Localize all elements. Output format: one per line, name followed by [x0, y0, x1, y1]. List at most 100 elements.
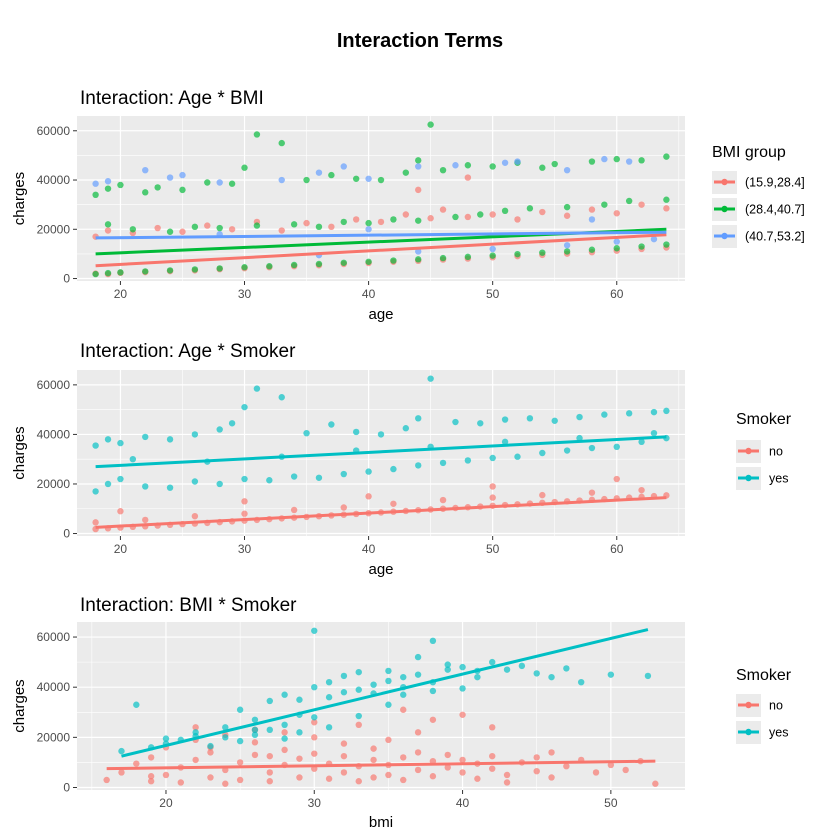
data-point: [142, 189, 149, 196]
data-point: [352, 216, 360, 223]
x-tick-label: 60: [610, 287, 624, 301]
data-point: [266, 726, 273, 734]
data-point: [311, 627, 318, 634]
data-point: [325, 775, 333, 782]
data-point: [118, 747, 125, 755]
trend-line: [106, 759, 656, 771]
data-point: [278, 227, 285, 234]
data-point: [415, 157, 422, 164]
data-point: [588, 489, 596, 496]
data-point: [328, 421, 335, 428]
data-point: [444, 666, 451, 673]
data-point: [452, 418, 459, 426]
data-point: [652, 780, 659, 787]
data-point: [340, 689, 348, 696]
legend-label: yes: [769, 472, 788, 486]
data-point: [429, 637, 437, 645]
data-point: [241, 403, 248, 411]
data-point: [452, 213, 459, 221]
chart-panels: Interaction: Age * BMI 20 30 40 50 60 0 20000 40…: [11, 88, 805, 831]
data-point: [390, 216, 397, 223]
data-point: [390, 257, 397, 264]
legend-label: no: [769, 445, 783, 459]
gridlines: [77, 370, 685, 536]
data-point: [365, 219, 372, 227]
panel-title: Interaction: Age * BMI: [80, 88, 264, 109]
data-point: [489, 724, 496, 731]
chart-panel-1: Interaction: Age * BMI 20 30 40 50 60 0 20000 40…: [11, 88, 805, 323]
legend-label: (28.4,40.7]: [745, 203, 805, 217]
data-point: [414, 766, 422, 774]
data-point: [311, 750, 318, 757]
data-point: [526, 415, 534, 422]
x-tick-label: 60: [610, 542, 624, 556]
panel-title: Interaction: BMI * Smoker: [80, 595, 297, 616]
trend-line: [95, 230, 667, 240]
data-point: [92, 270, 99, 278]
trend-line: [95, 496, 667, 529]
data-point: [340, 752, 348, 760]
data-point: [601, 155, 608, 163]
data-point: [563, 762, 570, 770]
data-point: [576, 434, 583, 442]
y-tick-label: 0: [63, 527, 70, 541]
data-point: [340, 740, 348, 747]
x-tick-label: 40: [362, 542, 376, 556]
data-point: [464, 253, 472, 261]
axes: 20 30 40 50 0 20000 40000 60000 bmi charges: [11, 630, 618, 831]
data-point: [533, 754, 540, 761]
data-point: [489, 752, 496, 760]
data-point: [539, 208, 546, 216]
gridlines: [77, 116, 685, 281]
data-point: [352, 428, 360, 436]
data-point: [503, 779, 511, 786]
data-point: [290, 506, 298, 514]
data-point: [548, 774, 555, 781]
data-point: [414, 671, 422, 678]
data-point: [92, 442, 99, 449]
data-point: [613, 210, 620, 217]
data-point: [563, 212, 571, 219]
trend-line: [95, 435, 667, 469]
data-point: [192, 724, 199, 731]
data-point: [533, 767, 540, 775]
data-point: [340, 672, 348, 680]
data-point: [104, 269, 112, 277]
data-point: [459, 711, 466, 718]
data-point: [501, 159, 509, 166]
data-point: [551, 160, 558, 168]
data-point: [328, 223, 335, 231]
data-point: [601, 201, 608, 208]
y-tick-label: 40000: [37, 173, 71, 187]
data-point: [104, 480, 112, 488]
data-point: [311, 734, 318, 741]
data-point: [325, 678, 333, 686]
data-point: [296, 729, 303, 736]
legend-key-point: [745, 474, 752, 482]
legend-label: yes: [769, 726, 788, 740]
data-point: [92, 488, 99, 495]
y-axis-title: charges: [11, 679, 28, 732]
data-point: [117, 508, 124, 515]
data-point: [281, 735, 288, 742]
data-point: [251, 726, 259, 734]
data-point: [377, 431, 385, 438]
data-point: [489, 483, 496, 490]
data-point: [588, 158, 596, 165]
data-point: [613, 245, 620, 252]
data-point: [162, 771, 170, 779]
data-point: [533, 670, 540, 677]
data-point: [489, 494, 496, 501]
data-point: [518, 662, 526, 670]
data-point: [588, 216, 596, 223]
data-point: [241, 164, 248, 171]
data-point: [439, 206, 447, 213]
data-point: [278, 176, 285, 184]
legend: Smoker no yes: [736, 667, 792, 744]
data-point: [459, 685, 466, 692]
trend-line: [121, 628, 649, 758]
data-point: [166, 228, 174, 235]
data-point: [236, 776, 244, 784]
data-point: [253, 131, 261, 138]
data-point: [638, 201, 645, 208]
